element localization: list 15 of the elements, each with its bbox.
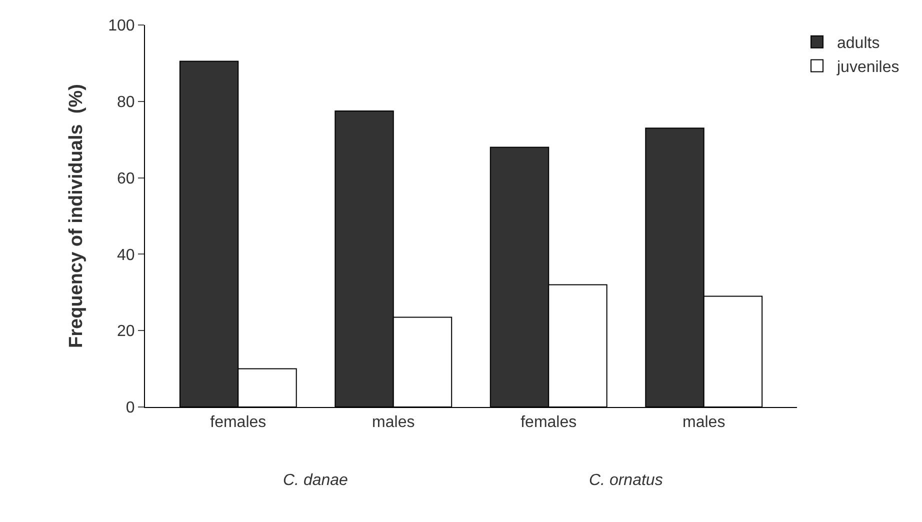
y-tick-label: 40 <box>117 246 135 264</box>
y-axis-title: Frequency of individuals (%) <box>66 84 87 348</box>
text: C. danae <box>283 472 348 489</box>
x-tick-label: males <box>682 414 726 432</box>
legend-label: juveniles <box>836 58 900 76</box>
y-tick-label: 0 <box>126 400 135 417</box>
y-tick-label: 100 <box>108 18 135 35</box>
legend-label: adults <box>837 35 880 52</box>
y-tick-label: 80 <box>117 94 135 111</box>
x-tick-label: females <box>520 414 577 432</box>
y-tick-label: 60 <box>117 170 135 188</box>
x-tick-label: females <box>210 414 266 432</box>
text: C. ornatus <box>589 472 663 489</box>
y-tick-label: 20 <box>117 323 135 340</box>
x-tick-label: males <box>372 414 415 432</box>
